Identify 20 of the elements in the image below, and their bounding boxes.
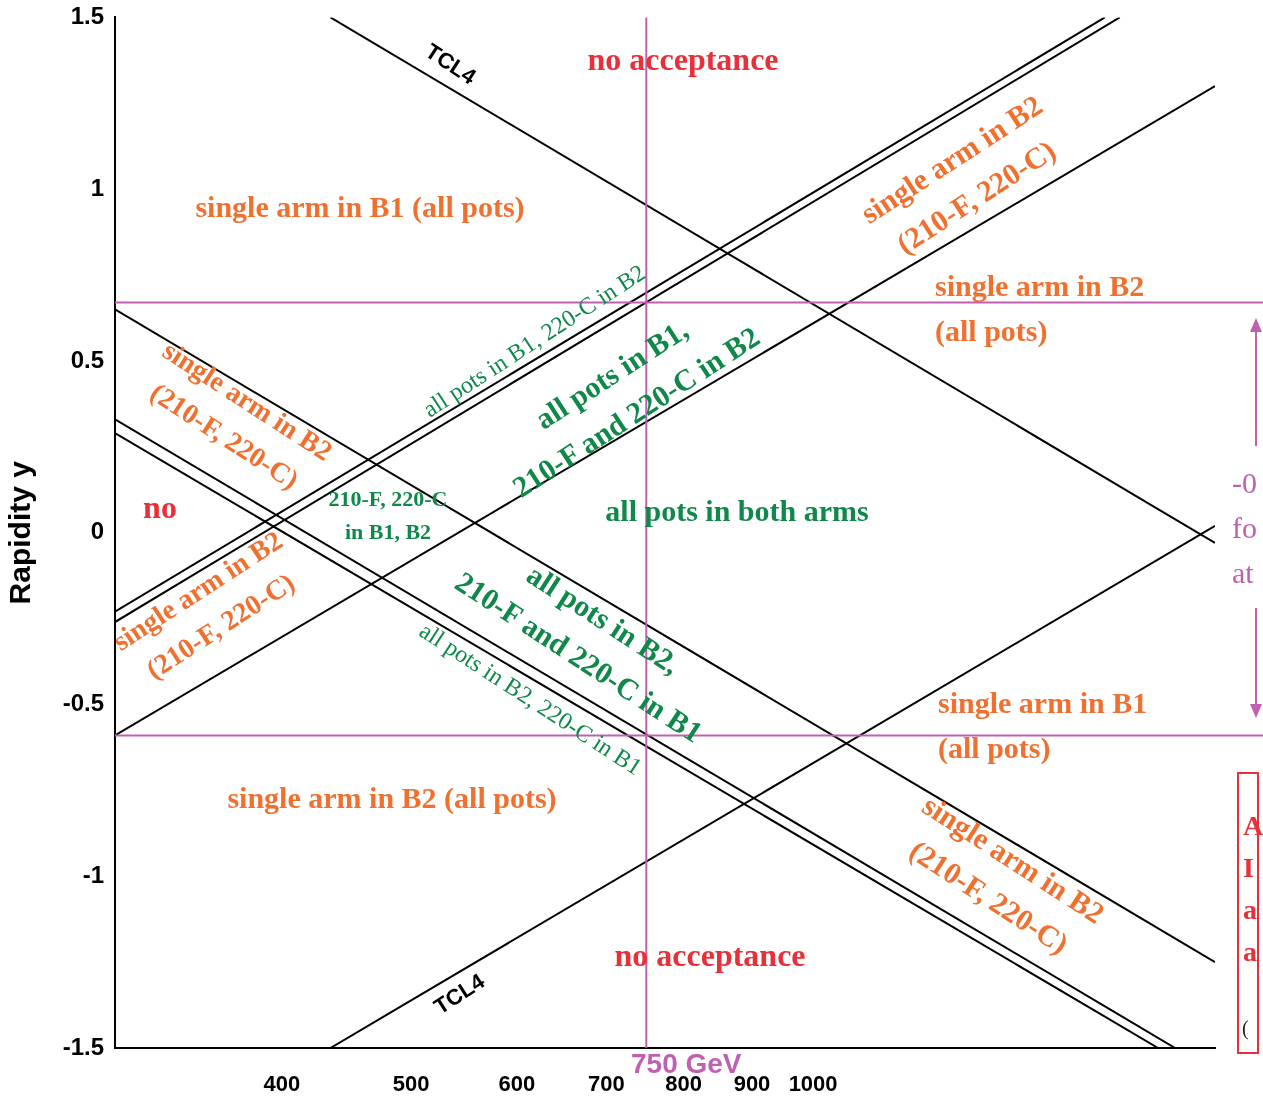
text: -0 fo at bbox=[1232, 465, 1257, 589]
y-axis-title: Rapidity y bbox=[3, 460, 37, 605]
annotation: single arm in B2 (all pots) bbox=[227, 780, 557, 815]
x-tick-label: 700 bbox=[587, 1071, 625, 1097]
y-tick-label: 0.5 bbox=[70, 345, 104, 373]
y-tick-label: -1.5 bbox=[62, 1032, 104, 1060]
annotation: single arm in B1 (all pots) bbox=[938, 685, 1148, 765]
annotation: single arm in B1 (all pots) bbox=[195, 189, 525, 224]
annotation: no bbox=[143, 489, 177, 526]
y-tick-label: -1 bbox=[82, 860, 104, 888]
x-tick-label: 500 bbox=[392, 1071, 430, 1097]
y-tick-label: -0.5 bbox=[62, 689, 104, 717]
text: ( bbox=[1242, 1017, 1249, 1041]
x-tick-label: 600 bbox=[498, 1071, 536, 1097]
y-tick-label: 0 bbox=[90, 517, 104, 545]
x-tick-label: 400 bbox=[263, 1071, 301, 1097]
y-tick-label: 1 bbox=[90, 173, 104, 201]
annotation: single arm in B2 (all pots) bbox=[935, 268, 1145, 348]
y-tick-label: 1.5 bbox=[70, 2, 104, 30]
x-tick-label: 1000 bbox=[788, 1071, 838, 1097]
